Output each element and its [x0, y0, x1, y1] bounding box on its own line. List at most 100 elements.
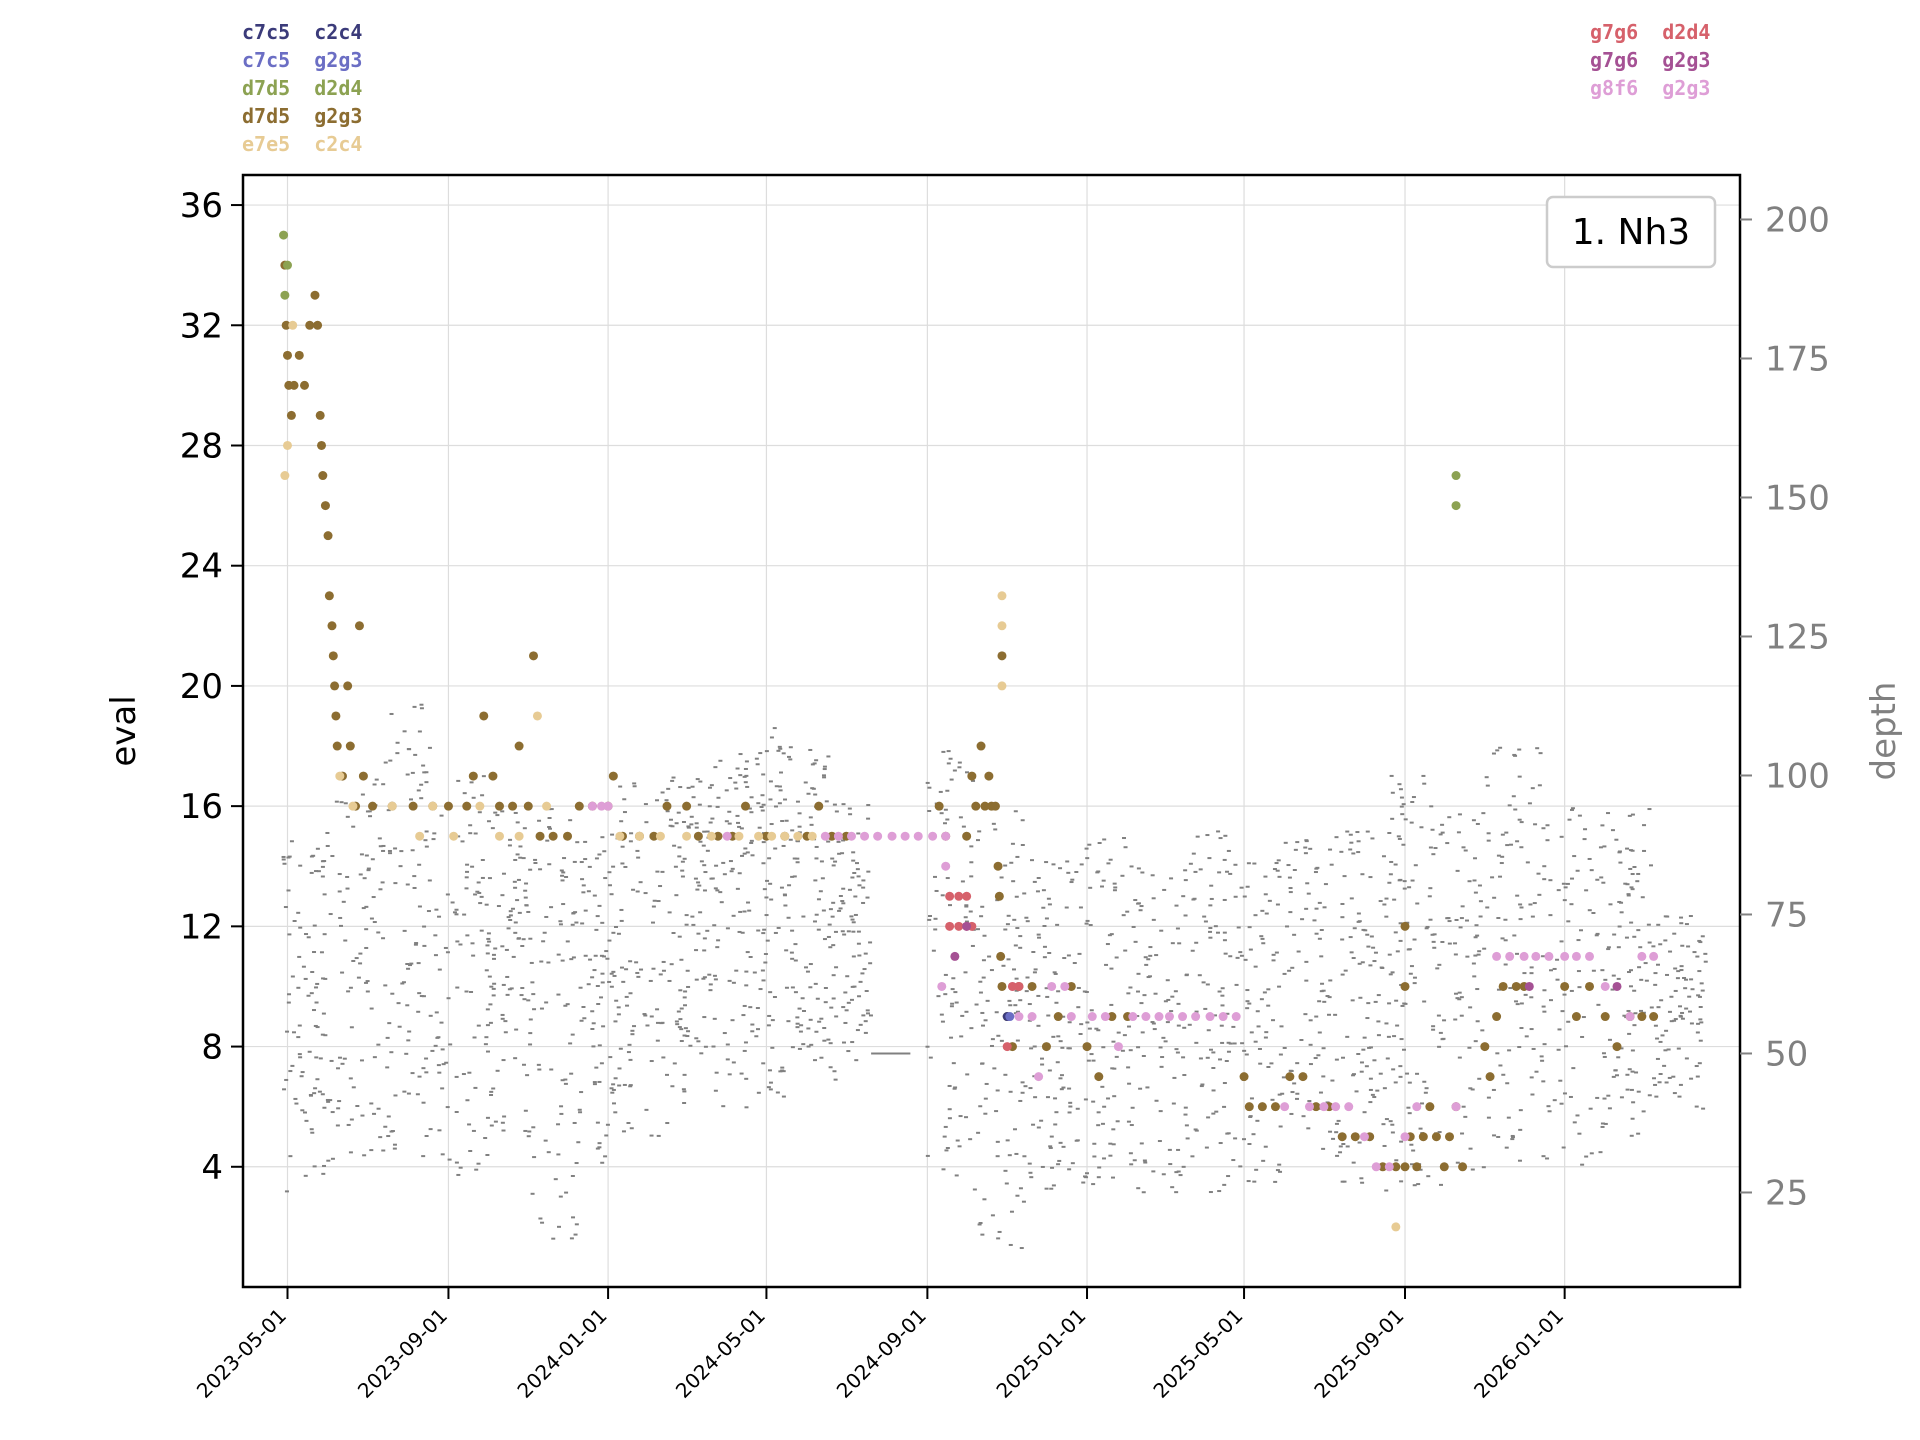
data-point — [1041, 1042, 1051, 1052]
data-point — [1244, 1102, 1254, 1112]
data-point — [1205, 1012, 1215, 1022]
data-point — [428, 801, 438, 811]
data-point — [358, 771, 368, 781]
data-point — [1451, 471, 1461, 481]
data-point — [945, 891, 955, 901]
x-tick-label: 2024-01-01 — [512, 1304, 611, 1403]
data-point — [294, 350, 304, 360]
data-point — [1005, 1012, 1015, 1022]
data-point — [1027, 1012, 1037, 1022]
data-point — [532, 711, 542, 721]
data-point — [514, 741, 524, 751]
data-point — [494, 801, 504, 811]
data-point — [1218, 1012, 1228, 1022]
data-point — [368, 801, 378, 811]
data-point — [1480, 1042, 1490, 1052]
x-axis: 2023-05-01 2023-09-01 2024-01-01 2024-05-01… — [192, 1287, 1568, 1403]
data-point — [941, 831, 951, 841]
data-point — [1087, 1012, 1097, 1022]
data-point — [1178, 1012, 1188, 1022]
data-point — [950, 951, 960, 961]
data-point — [980, 801, 990, 811]
data-point — [587, 801, 597, 811]
data-point — [1431, 1132, 1441, 1142]
grid — [243, 175, 1740, 1287]
data-point — [1649, 1012, 1659, 1022]
data-point — [354, 621, 364, 631]
data-point — [279, 230, 289, 240]
data-point — [479, 711, 489, 721]
data-point — [1344, 1102, 1354, 1112]
data-point — [1107, 1012, 1117, 1022]
data-point — [860, 831, 870, 841]
data-point — [1319, 1102, 1329, 1112]
data-point — [1492, 951, 1502, 961]
data-point — [928, 831, 938, 841]
data-point — [475, 801, 485, 811]
data-point — [1331, 1102, 1341, 1112]
data-point — [597, 801, 607, 811]
data-point — [1337, 1132, 1347, 1142]
data-point — [282, 260, 292, 270]
data-point — [494, 831, 504, 841]
y-tick-label: 36 — [180, 186, 223, 226]
data-point — [1400, 1132, 1410, 1142]
series-g7g6-g2g3 — [950, 921, 1622, 991]
legend-entry: g8f6 g2g3 — [1590, 76, 1710, 100]
data-point — [1412, 1102, 1422, 1112]
y-tick-label: 24 — [180, 547, 223, 587]
data-point — [1053, 1012, 1063, 1022]
data-point — [846, 831, 856, 841]
series-d7d5-g2g3 — [280, 260, 1659, 1172]
data-point — [682, 831, 692, 841]
data-point — [1485, 1072, 1495, 1082]
legend-entry: d7d5 d2d4 — [242, 76, 362, 100]
data-point — [1047, 981, 1057, 991]
data-point — [994, 891, 1004, 901]
data-point — [1444, 1132, 1454, 1142]
data-point — [900, 831, 910, 841]
data-point — [535, 831, 545, 841]
data-point — [514, 831, 524, 841]
data-point — [1014, 1012, 1024, 1022]
data-point — [348, 801, 358, 811]
data-point — [615, 831, 625, 841]
data-point — [408, 801, 418, 811]
data-point — [962, 921, 972, 931]
data-point — [913, 831, 923, 841]
data-point — [934, 801, 944, 811]
y-tick-label: 16 — [180, 787, 223, 827]
data-point — [1560, 951, 1570, 961]
data-point — [343, 681, 353, 691]
data-point — [1350, 1132, 1360, 1142]
data-point — [1451, 501, 1461, 511]
data-point — [468, 771, 478, 781]
data-point — [997, 681, 1007, 691]
data-point — [1391, 1222, 1401, 1232]
y2-tick-label: 50 — [1765, 1034, 1808, 1074]
data-point — [1511, 981, 1521, 991]
y-tick-label: 28 — [180, 426, 223, 466]
x-tick-label: 2025-09-01 — [1309, 1304, 1408, 1403]
data-point — [300, 380, 310, 390]
data-point — [1128, 1012, 1138, 1022]
data-point — [941, 861, 951, 871]
data-point — [305, 320, 315, 330]
legend-entry: c7c5 c2c4 — [242, 20, 362, 44]
data-point — [529, 651, 539, 661]
y-axis-right: 25 50 75 100 125 150 175 200 — [1740, 200, 1830, 1213]
data-point — [1649, 951, 1659, 961]
plot-frame — [241, 173, 1742, 1289]
data-point — [310, 290, 320, 300]
data-point — [1571, 951, 1581, 961]
series-g7g6-d2d4 — [945, 891, 1024, 1052]
y2-tick-label: 75 — [1765, 895, 1808, 935]
x-tick-label: 2025-01-01 — [991, 1304, 1090, 1403]
data-point — [655, 831, 665, 841]
data-point — [1560, 981, 1570, 991]
data-point — [1060, 981, 1070, 991]
x-tick-label: 2023-09-01 — [353, 1304, 452, 1403]
data-point — [997, 981, 1007, 991]
data-point — [1498, 981, 1508, 991]
